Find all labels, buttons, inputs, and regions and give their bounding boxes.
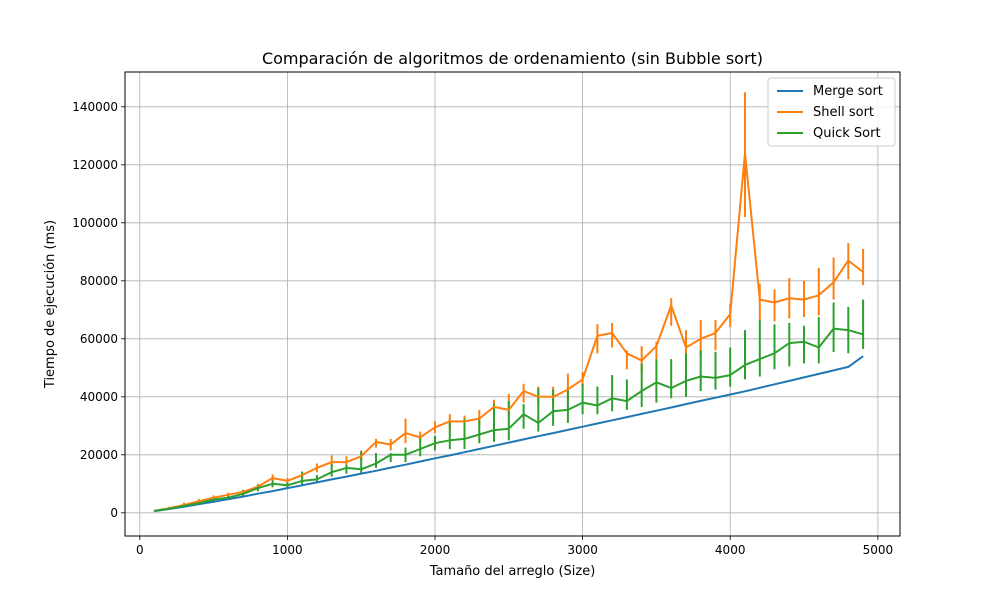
shell-sort-line [154,152,864,512]
legend-frame [767,77,896,147]
x-tick-label: 2000 [420,543,451,557]
grid [125,72,900,536]
y-tick-label: 60000 [80,332,118,346]
y-tick-label: 80000 [80,274,118,288]
y-tick-label: 100000 [72,216,118,230]
y-tick-label: 120000 [72,158,118,172]
merge-sort-line [154,355,864,513]
y-tick-label: 0 [110,506,118,520]
y-axis-ticks: 0 20000 40000 60000 80000 100000 120000 140000 [72,100,125,520]
legend: Merge sort Shell sort Quick Sort [767,77,896,147]
y-axis-label: Tiempo de ejecución (ms) [43,220,58,389]
legend-label-quick-sort: Quick Sort [813,126,881,141]
x-tick-label: 1000 [272,543,303,557]
x-tick-label: 5000 [863,543,894,557]
x-tick-label: 3000 [567,543,598,557]
x-axis-ticks: 0 1000 2000 3000 4000 5000 [136,536,893,557]
legend-label-merge-sort: Merge sort [813,84,883,99]
series-lines [154,152,864,513]
y-tick-label: 140000 [72,100,118,114]
quick-sort-line [154,327,864,512]
y-tick-label: 40000 [80,390,118,404]
legend-label-shell-sort: Shell sort [813,105,874,120]
x-tick-label: 4000 [715,543,746,557]
x-axis-label: Tamaño del arreglo (Size) [429,564,596,579]
x-tick-label: 0 [136,543,144,557]
chart-title: Comparación de algoritmos de ordenamient… [262,49,763,68]
plot-area [124,71,901,537]
y-tick-label: 20000 [80,448,118,462]
